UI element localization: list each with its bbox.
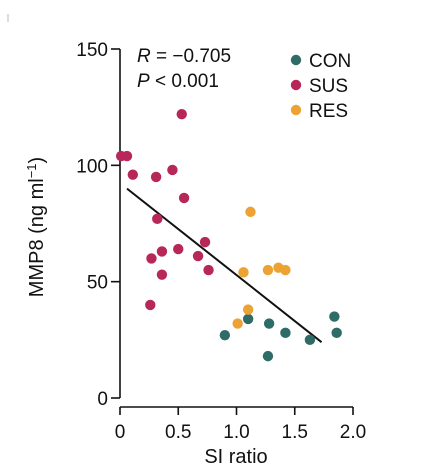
point-con [242,313,254,325]
point-sus [150,171,162,183]
x-axis: 0 0.5 1.0 1.5 2.0 [115,406,366,443]
r-statistic: R = −0.705 [137,46,231,67]
point-sus [121,150,133,162]
point-res [280,264,291,276]
legend-marker-res [290,104,302,116]
point-sus [203,264,214,276]
point-res [245,206,256,218]
point-sus [167,164,178,176]
legend-label-sus: SUS [309,76,348,97]
legend-marker-sus [290,79,302,91]
y-axis-title: MMP8 (ng ml−1) [24,157,48,297]
y-tick-label: 100 [76,156,108,177]
y-axis-title-main: MMP8 (ng ml [26,178,48,297]
point-sus [192,250,204,262]
point-con [262,350,274,362]
point-sus [145,299,156,311]
p-statistic: P < 0.001 [137,71,219,92]
y-axis-title-close: ) [26,157,48,164]
r-symbol: R [137,46,151,67]
regression-line [126,187,323,343]
point-res [242,304,254,315]
point-sus [152,213,163,225]
point-con [263,318,275,329]
point-res [238,267,249,278]
point-sus [173,243,184,255]
point-con [280,327,291,339]
y-axis-title-sup: −1 [24,163,39,178]
legend: CON SUS RES [290,51,351,122]
x-tick-label: 1.5 [282,422,308,443]
p-value: < 0.001 [150,71,219,92]
x-tick-label: 0 [115,422,126,443]
legend-label-con: CON [309,51,351,72]
x-tick-label: 0.5 [165,422,191,443]
point-con [304,334,316,346]
point-sus [176,108,187,120]
y-tick-label: 0 [97,389,108,410]
y-axis: 0 50 100 150 [76,40,121,410]
r-value: = −0.705 [151,46,231,67]
x-tick-label: 2.0 [340,422,366,443]
point-sus [199,236,211,248]
point-sus [178,192,190,204]
point-con [331,327,342,339]
legend-marker-con [290,54,302,66]
p-symbol: P [137,71,150,92]
point-sus [146,253,157,264]
point-res [262,264,274,276]
legend-label-res: RES [309,101,348,122]
x-tick-label: 1.0 [223,422,249,443]
point-con [329,311,340,322]
y-tick-label: 50 [87,273,108,294]
point-sus [156,246,168,257]
point-con [219,329,231,341]
y-tick-label: 150 [76,40,108,61]
x-axis-title: SI ratio [204,446,267,468]
data-points [115,108,342,362]
point-sus [127,169,139,180]
point-res [232,318,243,329]
point-sus [156,269,168,280]
